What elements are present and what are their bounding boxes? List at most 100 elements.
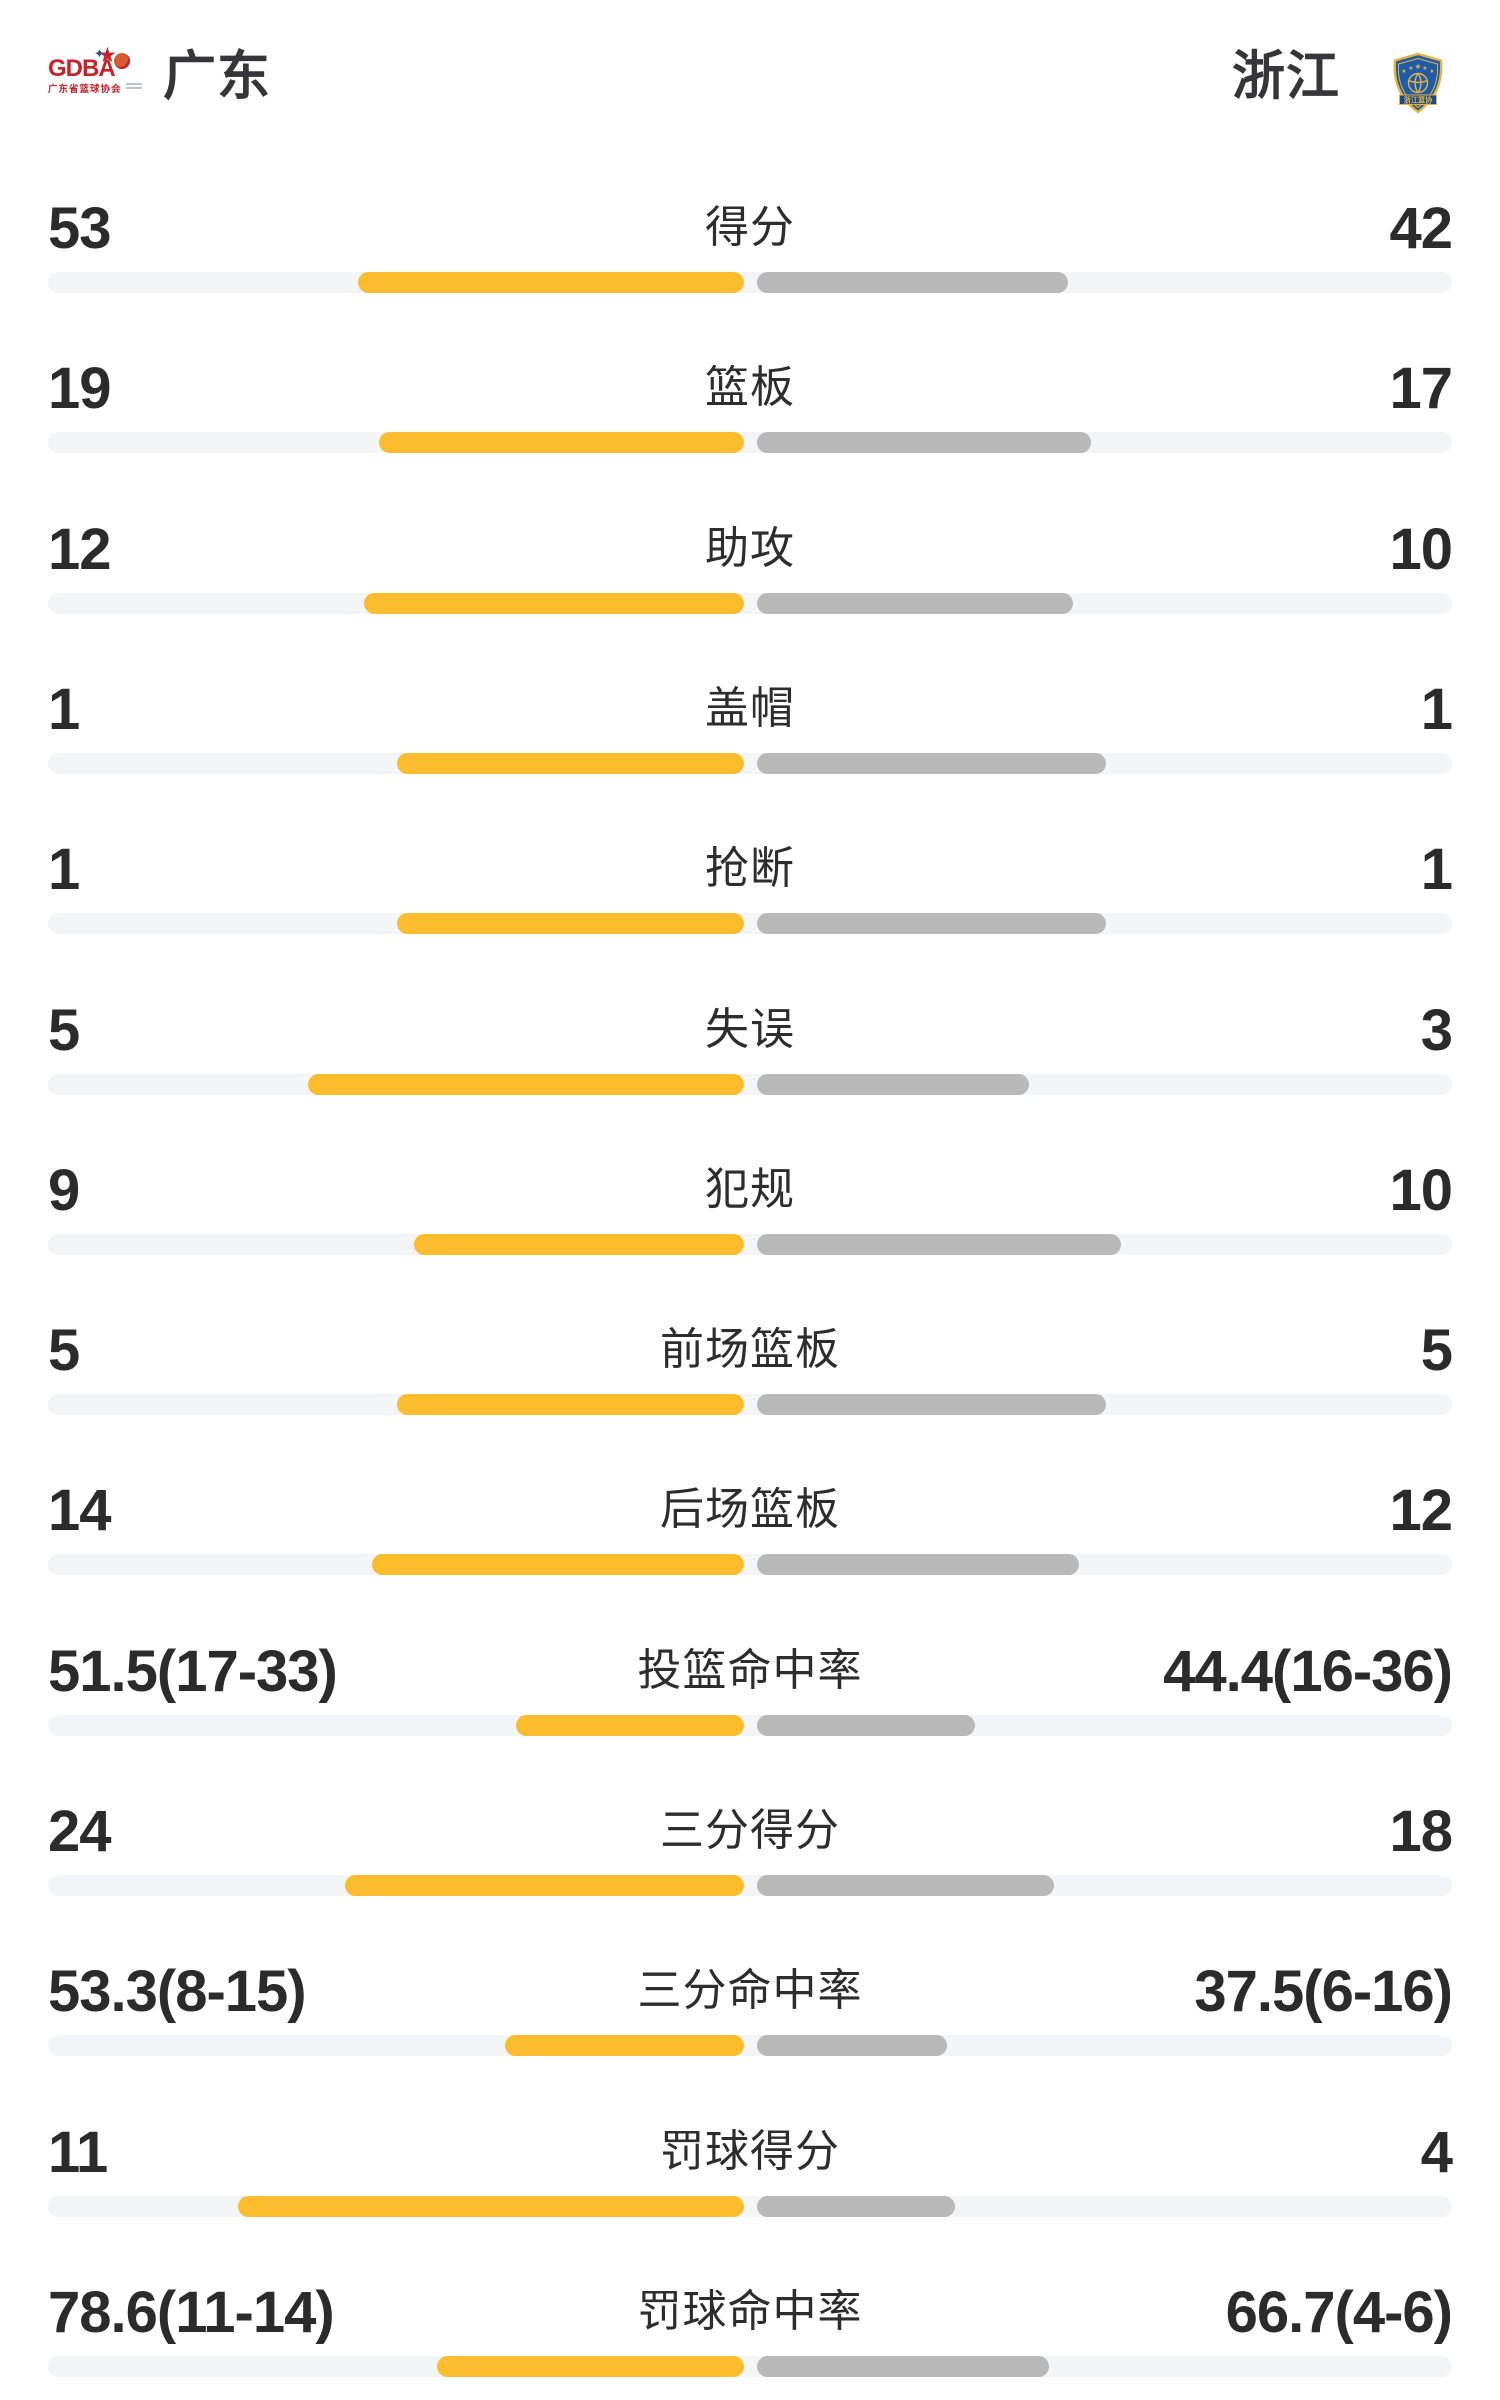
away-stat-value: 66.7(4-6)	[1225, 2279, 1453, 2345]
away-stat-bar	[757, 1233, 1121, 1255]
away-stat-bar	[757, 1554, 1079, 1576]
gdba-basketball-icon	[114, 53, 130, 69]
stat-label: 罚球得分	[660, 2126, 840, 2176]
stat-row: 53.3(8-15) 三分命中率 37.5(6-16)	[0, 1961, 1500, 2126]
stat-row: 5 前场篮板 5	[0, 1320, 1500, 1485]
away-stat-bar	[757, 432, 1091, 454]
stat-bar-track	[48, 913, 1452, 935]
gdba-red-star-icon: ★	[98, 44, 117, 67]
away-stat-value: 10	[1389, 516, 1453, 582]
home-stat-bar	[238, 2195, 744, 2217]
team-header: GDBA ✦ ★ 广东省篮球协会 广东 浙江 ★ ★ ★ ★ ★	[0, 0, 1500, 150]
away-stat-bar	[757, 1875, 1054, 1896]
away-stat-bar	[757, 1394, 1106, 1416]
shield-inner-border	[1397, 57, 1439, 109]
svg-text:★: ★	[1422, 65, 1427, 72]
shield-stars-icon: ★ ★ ★ ★ ★	[1401, 62, 1434, 75]
home-stat-bar	[397, 913, 744, 935]
home-team-name: 广东	[163, 47, 271, 106]
stat-label: 抢断	[705, 844, 795, 894]
stat-text-line: 12 助攻 10	[0, 518, 1500, 580]
gdba-team-logo: GDBA ✦ ★ 广东省篮球协会	[48, 44, 142, 101]
away-stat-bar	[757, 1073, 1029, 1095]
svg-text:★: ★	[1401, 68, 1406, 75]
away-stat-value: 10	[1389, 1157, 1453, 1223]
stat-text-line: 78.6(11-14) 罚球命中率 66.7(4-6)	[0, 2281, 1500, 2343]
home-stat-value: 19	[48, 356, 112, 422]
home-stat-bar	[379, 432, 744, 454]
home-stat-value: 9	[48, 1157, 80, 1223]
away-stat-value: 17	[1389, 356, 1453, 422]
stat-bar-track	[48, 1233, 1452, 1255]
shield-basketball-icon	[1407, 72, 1429, 94]
away-stat-value: 1	[1420, 837, 1453, 903]
stat-row: 1 抢断 1	[0, 839, 1500, 1004]
away-stat-bar	[757, 752, 1106, 774]
stat-text-line: 53.3(8-15) 三分命中率 37.5(6-16)	[0, 1961, 1500, 2023]
home-stat-bar	[397, 752, 744, 774]
away-team-name: 浙江	[1232, 47, 1340, 106]
away-stat-value: 4	[1420, 2119, 1453, 2185]
stat-bar-track	[48, 2195, 1452, 2217]
shield-name-band: 浙江篮协	[1399, 94, 1437, 105]
away-stat-bar	[757, 2195, 955, 2217]
stat-row: 5 失误 3	[0, 999, 1500, 1165]
stat-label: 罚球命中率	[637, 2286, 863, 2336]
stat-label: 犯规	[705, 1164, 795, 1214]
home-stat-value: 5	[48, 1318, 80, 1384]
away-stat-bar	[757, 913, 1106, 935]
away-stat-bar	[757, 2035, 947, 2057]
away-stat-bar	[757, 2355, 1049, 2377]
away-stat-value: 18	[1389, 1799, 1453, 1864]
stat-label: 三分命中率	[637, 1966, 863, 2016]
stat-text-line: 19 篮板 17	[0, 358, 1500, 420]
stat-bar-track	[48, 2035, 1452, 2057]
svg-text:★: ★	[1429, 68, 1434, 75]
gdba-logo-subtext: 广东省篮球协会	[48, 84, 122, 95]
zjba-shield-logo: ★ ★ ★ ★ ★ 浙江篮协	[1387, 52, 1449, 114]
home-stat-bar	[308, 1073, 744, 1095]
stat-label: 得分	[705, 203, 795, 252]
away-stat-bar	[757, 592, 1073, 614]
home-stat-value: 51.5(17-33)	[48, 1638, 338, 1704]
away-stat-value: 12	[1389, 1478, 1453, 1544]
away-stat-value: 37.5(6-16)	[1194, 1959, 1453, 2025]
stat-bar-track	[48, 1073, 1452, 1095]
home-stat-bar	[364, 592, 744, 614]
stat-text-line: 24 三分得分 18	[0, 1801, 1500, 1863]
home-stat-bar	[516, 1714, 744, 1736]
stat-text-line: 11 罚球得分 4	[0, 2121, 1500, 2183]
stat-label: 投篮命中率	[637, 1645, 863, 1695]
home-stat-bar	[345, 1875, 744, 1896]
stat-row: 19 篮板 17	[0, 358, 1500, 523]
home-stat-bar	[414, 1233, 744, 1255]
home-stat-bar	[358, 272, 744, 293]
stat-label: 失误	[705, 1004, 795, 1054]
stat-text-line: 9 犯规 10	[0, 1159, 1500, 1221]
stat-label: 后场篮板	[660, 1485, 840, 1535]
stat-text-line: 5 失误 3	[0, 999, 1500, 1061]
stat-text-line: 14 后场篮板 12	[0, 1480, 1500, 1542]
home-stat-value: 14	[48, 1478, 112, 1544]
home-stat-bar	[505, 2035, 744, 2057]
home-stat-bar	[372, 1554, 744, 1576]
gdba-blue-star-icon: ✦	[94, 46, 105, 61]
gdba-logo-top: GDBA ✦ ★	[48, 44, 132, 82]
stat-label: 助攻	[705, 523, 795, 573]
stat-bar-track	[48, 2355, 1452, 2377]
stat-text-line: 1 抢断 1	[0, 839, 1500, 901]
stat-row: 14 后场篮板 12	[0, 1480, 1500, 1645]
stat-bar-track	[48, 1714, 1452, 1736]
stat-text-line: 5 前场篮板 5	[0, 1320, 1500, 1382]
stat-row: 51.5(17-33) 投篮命中率 44.4(16-36)	[0, 1640, 1500, 1806]
away-stat-value: 42	[1389, 196, 1453, 261]
stat-row: 9 犯规 10	[0, 1159, 1500, 1325]
gdba-wordmark: GDBA	[48, 55, 116, 82]
home-stat-bar	[397, 1394, 744, 1416]
stat-text-line: 51.5(17-33) 投篮命中率 44.4(16-36)	[0, 1640, 1500, 1702]
away-stat-bar	[757, 272, 1068, 293]
stat-text-line: 53 得分 42	[0, 198, 1500, 260]
stat-label: 盖帽	[705, 683, 795, 733]
stat-row: 24 三分得分 18	[0, 1801, 1500, 1966]
